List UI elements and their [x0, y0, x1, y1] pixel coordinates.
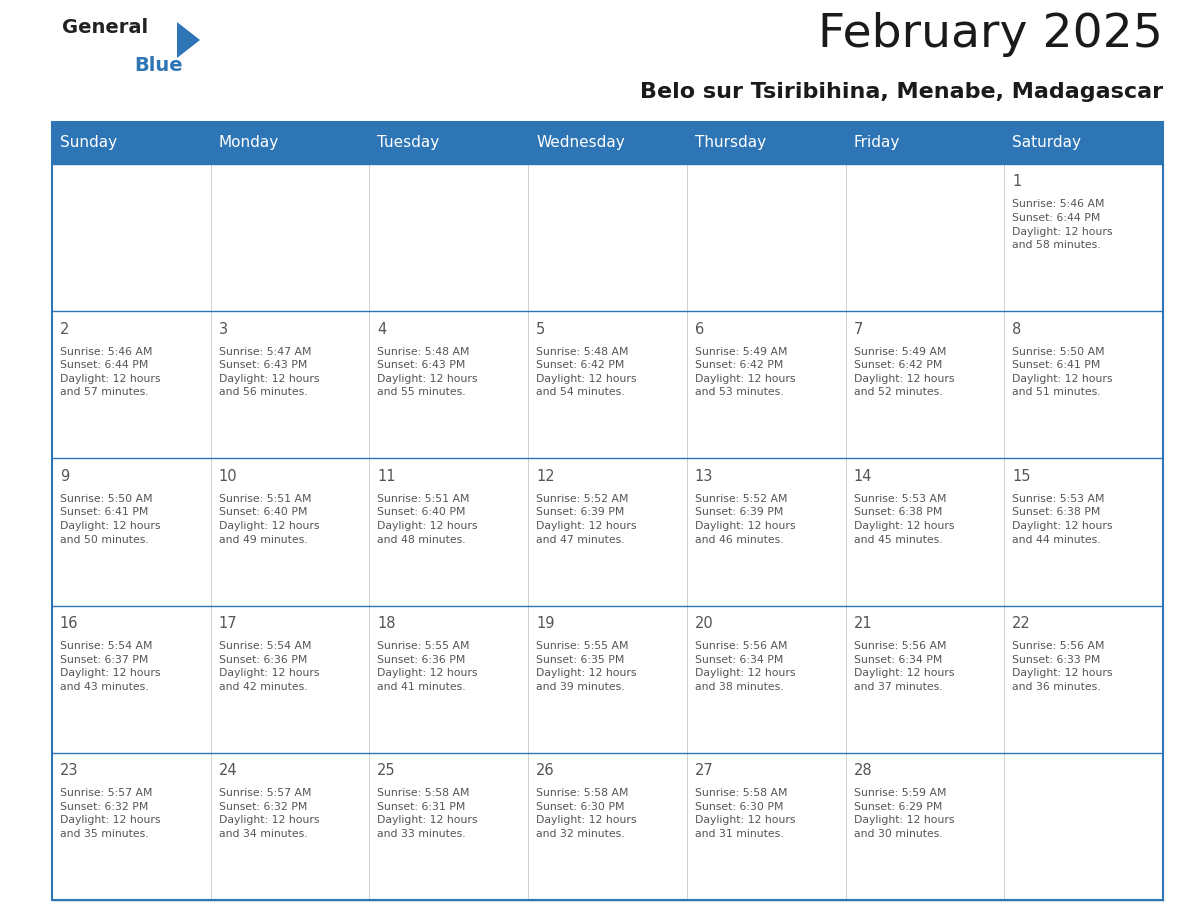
- Text: 14: 14: [853, 469, 872, 484]
- FancyBboxPatch shape: [52, 164, 1163, 311]
- Text: 4: 4: [378, 321, 386, 337]
- FancyBboxPatch shape: [52, 606, 1163, 753]
- Text: Sunrise: 5:59 AM
Sunset: 6:29 PM
Daylight: 12 hours
and 30 minutes.: Sunrise: 5:59 AM Sunset: 6:29 PM Dayligh…: [853, 789, 954, 839]
- Text: 8: 8: [1012, 321, 1022, 337]
- Text: Sunrise: 5:56 AM
Sunset: 6:34 PM
Daylight: 12 hours
and 37 minutes.: Sunrise: 5:56 AM Sunset: 6:34 PM Dayligh…: [853, 641, 954, 692]
- Text: Sunrise: 5:57 AM
Sunset: 6:32 PM
Daylight: 12 hours
and 35 minutes.: Sunrise: 5:57 AM Sunset: 6:32 PM Dayligh…: [59, 789, 160, 839]
- Text: Thursday: Thursday: [695, 136, 766, 151]
- Text: Sunrise: 5:49 AM
Sunset: 6:42 PM
Daylight: 12 hours
and 53 minutes.: Sunrise: 5:49 AM Sunset: 6:42 PM Dayligh…: [695, 346, 795, 397]
- Text: 11: 11: [378, 469, 396, 484]
- Text: Sunrise: 5:50 AM
Sunset: 6:41 PM
Daylight: 12 hours
and 50 minutes.: Sunrise: 5:50 AM Sunset: 6:41 PM Dayligh…: [59, 494, 160, 544]
- Text: 3: 3: [219, 321, 228, 337]
- Text: Monday: Monday: [219, 136, 279, 151]
- Text: Sunrise: 5:57 AM
Sunset: 6:32 PM
Daylight: 12 hours
and 34 minutes.: Sunrise: 5:57 AM Sunset: 6:32 PM Dayligh…: [219, 789, 320, 839]
- Text: Belo sur Tsiribihina, Menabe, Madagascar: Belo sur Tsiribihina, Menabe, Madagascar: [640, 82, 1163, 102]
- Text: 22: 22: [1012, 616, 1031, 631]
- Text: 19: 19: [536, 616, 555, 631]
- Text: Sunrise: 5:53 AM
Sunset: 6:38 PM
Daylight: 12 hours
and 45 minutes.: Sunrise: 5:53 AM Sunset: 6:38 PM Dayligh…: [853, 494, 954, 544]
- Text: Sunrise: 5:46 AM
Sunset: 6:44 PM
Daylight: 12 hours
and 58 minutes.: Sunrise: 5:46 AM Sunset: 6:44 PM Dayligh…: [1012, 199, 1113, 250]
- Text: 12: 12: [536, 469, 555, 484]
- Text: 5: 5: [536, 321, 545, 337]
- Text: 26: 26: [536, 763, 555, 778]
- Text: 27: 27: [695, 763, 714, 778]
- Polygon shape: [177, 22, 200, 58]
- Text: Sunrise: 5:58 AM
Sunset: 6:30 PM
Daylight: 12 hours
and 32 minutes.: Sunrise: 5:58 AM Sunset: 6:30 PM Dayligh…: [536, 789, 637, 839]
- Text: Sunrise: 5:54 AM
Sunset: 6:36 PM
Daylight: 12 hours
and 42 minutes.: Sunrise: 5:54 AM Sunset: 6:36 PM Dayligh…: [219, 641, 320, 692]
- FancyBboxPatch shape: [52, 311, 1163, 458]
- Text: 20: 20: [695, 616, 714, 631]
- Text: 9: 9: [59, 469, 69, 484]
- Text: 23: 23: [59, 763, 78, 778]
- Text: 16: 16: [59, 616, 78, 631]
- Text: Sunrise: 5:56 AM
Sunset: 6:33 PM
Daylight: 12 hours
and 36 minutes.: Sunrise: 5:56 AM Sunset: 6:33 PM Dayligh…: [1012, 641, 1113, 692]
- Text: Friday: Friday: [853, 136, 899, 151]
- Text: 13: 13: [695, 469, 713, 484]
- Text: Sunrise: 5:50 AM
Sunset: 6:41 PM
Daylight: 12 hours
and 51 minutes.: Sunrise: 5:50 AM Sunset: 6:41 PM Dayligh…: [1012, 346, 1113, 397]
- Text: Blue: Blue: [134, 56, 183, 75]
- Text: 10: 10: [219, 469, 238, 484]
- FancyBboxPatch shape: [52, 458, 1163, 606]
- Text: Sunrise: 5:52 AM
Sunset: 6:39 PM
Daylight: 12 hours
and 47 minutes.: Sunrise: 5:52 AM Sunset: 6:39 PM Dayligh…: [536, 494, 637, 544]
- Text: 2: 2: [59, 321, 69, 337]
- Text: 7: 7: [853, 321, 862, 337]
- Text: 24: 24: [219, 763, 238, 778]
- Text: Sunrise: 5:48 AM
Sunset: 6:42 PM
Daylight: 12 hours
and 54 minutes.: Sunrise: 5:48 AM Sunset: 6:42 PM Dayligh…: [536, 346, 637, 397]
- Text: Sunrise: 5:58 AM
Sunset: 6:31 PM
Daylight: 12 hours
and 33 minutes.: Sunrise: 5:58 AM Sunset: 6:31 PM Dayligh…: [378, 789, 478, 839]
- Text: Sunrise: 5:58 AM
Sunset: 6:30 PM
Daylight: 12 hours
and 31 minutes.: Sunrise: 5:58 AM Sunset: 6:30 PM Dayligh…: [695, 789, 795, 839]
- Text: Sunrise: 5:51 AM
Sunset: 6:40 PM
Daylight: 12 hours
and 48 minutes.: Sunrise: 5:51 AM Sunset: 6:40 PM Dayligh…: [378, 494, 478, 544]
- Text: Sunrise: 5:46 AM
Sunset: 6:44 PM
Daylight: 12 hours
and 57 minutes.: Sunrise: 5:46 AM Sunset: 6:44 PM Dayligh…: [59, 346, 160, 397]
- Text: Sunday: Sunday: [59, 136, 118, 151]
- Text: Tuesday: Tuesday: [378, 136, 440, 151]
- Text: Sunrise: 5:52 AM
Sunset: 6:39 PM
Daylight: 12 hours
and 46 minutes.: Sunrise: 5:52 AM Sunset: 6:39 PM Dayligh…: [695, 494, 795, 544]
- FancyBboxPatch shape: [52, 122, 1163, 164]
- Text: Sunrise: 5:48 AM
Sunset: 6:43 PM
Daylight: 12 hours
and 55 minutes.: Sunrise: 5:48 AM Sunset: 6:43 PM Dayligh…: [378, 346, 478, 397]
- Text: Sunrise: 5:53 AM
Sunset: 6:38 PM
Daylight: 12 hours
and 44 minutes.: Sunrise: 5:53 AM Sunset: 6:38 PM Dayligh…: [1012, 494, 1113, 544]
- Text: 28: 28: [853, 763, 872, 778]
- Text: 1: 1: [1012, 174, 1022, 189]
- Text: Sunrise: 5:56 AM
Sunset: 6:34 PM
Daylight: 12 hours
and 38 minutes.: Sunrise: 5:56 AM Sunset: 6:34 PM Dayligh…: [695, 641, 795, 692]
- Text: 6: 6: [695, 321, 704, 337]
- Text: 21: 21: [853, 616, 872, 631]
- Text: 17: 17: [219, 616, 238, 631]
- Text: 25: 25: [378, 763, 396, 778]
- Text: February 2025: February 2025: [819, 12, 1163, 57]
- Text: Wednesday: Wednesday: [536, 136, 625, 151]
- Text: Sunrise: 5:47 AM
Sunset: 6:43 PM
Daylight: 12 hours
and 56 minutes.: Sunrise: 5:47 AM Sunset: 6:43 PM Dayligh…: [219, 346, 320, 397]
- Text: 18: 18: [378, 616, 396, 631]
- Text: Sunrise: 5:51 AM
Sunset: 6:40 PM
Daylight: 12 hours
and 49 minutes.: Sunrise: 5:51 AM Sunset: 6:40 PM Dayligh…: [219, 494, 320, 544]
- Text: 15: 15: [1012, 469, 1031, 484]
- Text: Saturday: Saturday: [1012, 136, 1081, 151]
- Text: Sunrise: 5:54 AM
Sunset: 6:37 PM
Daylight: 12 hours
and 43 minutes.: Sunrise: 5:54 AM Sunset: 6:37 PM Dayligh…: [59, 641, 160, 692]
- Text: General: General: [62, 18, 148, 37]
- Text: Sunrise: 5:49 AM
Sunset: 6:42 PM
Daylight: 12 hours
and 52 minutes.: Sunrise: 5:49 AM Sunset: 6:42 PM Dayligh…: [853, 346, 954, 397]
- Text: Sunrise: 5:55 AM
Sunset: 6:36 PM
Daylight: 12 hours
and 41 minutes.: Sunrise: 5:55 AM Sunset: 6:36 PM Dayligh…: [378, 641, 478, 692]
- Text: Sunrise: 5:55 AM
Sunset: 6:35 PM
Daylight: 12 hours
and 39 minutes.: Sunrise: 5:55 AM Sunset: 6:35 PM Dayligh…: [536, 641, 637, 692]
- FancyBboxPatch shape: [52, 753, 1163, 900]
